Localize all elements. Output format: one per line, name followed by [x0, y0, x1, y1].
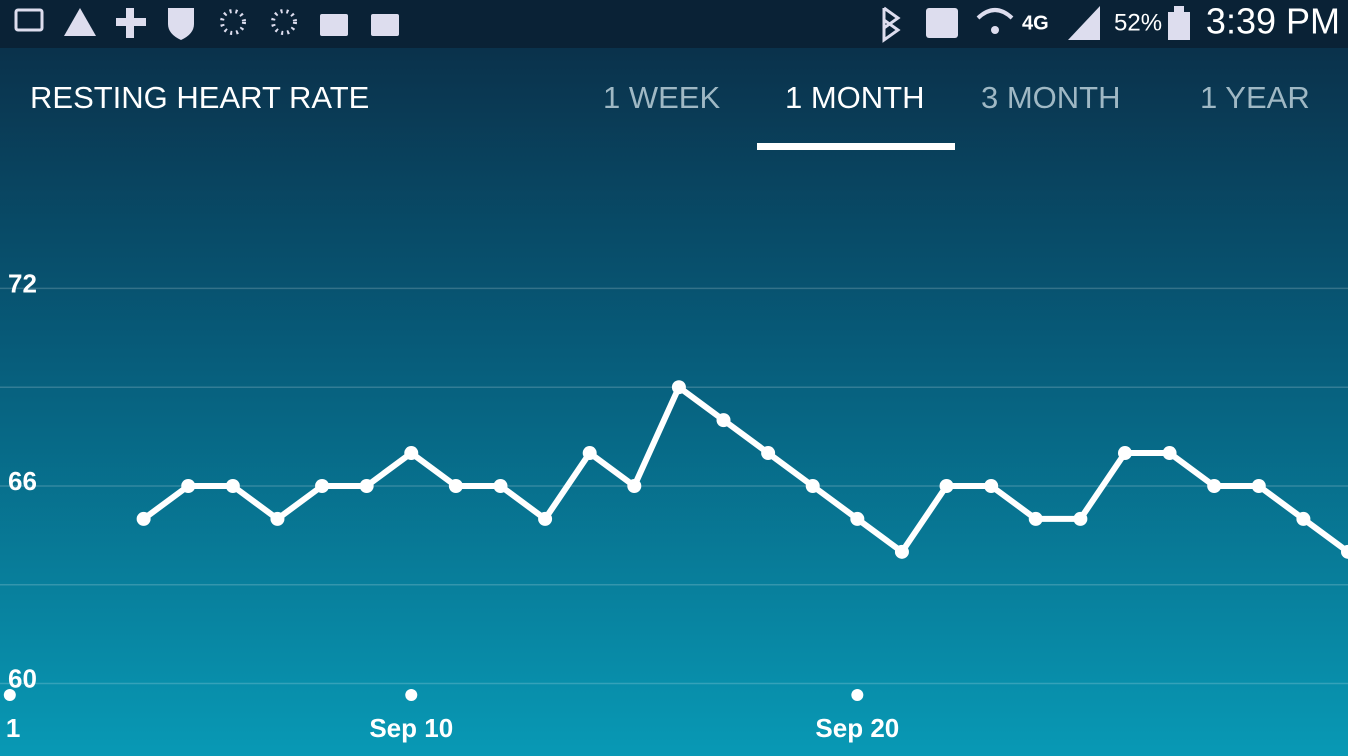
x-tick-dot: [851, 689, 864, 701]
clock: 3:39 PM: [1206, 1, 1340, 42]
data-point: [359, 478, 374, 493]
data-point: [1028, 511, 1043, 526]
data-point: [1073, 511, 1088, 526]
battery-level: 52%: [1114, 9, 1162, 36]
data-point: [582, 446, 597, 461]
system-icons: [882, 6, 1190, 43]
data-point: [270, 511, 285, 526]
selected-tab-indicator: [757, 143, 955, 150]
network-type: 4G: [1022, 12, 1049, 34]
data-point: [850, 511, 865, 526]
tab[interactable]: 3 MONTH: [981, 80, 1121, 115]
data-point: [1341, 544, 1348, 559]
data-point: [939, 478, 954, 493]
tab[interactable]: 1 MONTH: [785, 80, 925, 115]
data-point: [984, 478, 999, 493]
data-point: [136, 511, 151, 526]
x-tick-dot: [405, 689, 418, 701]
x-tick-label: 1: [6, 713, 20, 743]
x-tick-label: Sep 20: [815, 713, 899, 743]
tab[interactable]: 1 YEAR: [1200, 80, 1310, 115]
data-point: [761, 446, 776, 461]
status-bar: 4G 52% 3:39 PM: [0, 0, 1348, 48]
data-point: [894, 544, 909, 559]
x-tick-dot: [3, 689, 16, 701]
y-tick-label: 60: [8, 663, 37, 693]
data-point: [1207, 478, 1222, 493]
data-point: [448, 478, 463, 493]
data-point: [1162, 446, 1177, 461]
x-tick-label: Sep 10: [369, 713, 453, 743]
data-point: [716, 413, 731, 428]
data-point: [805, 478, 820, 493]
data-point: [493, 478, 508, 493]
data-point: [404, 446, 419, 461]
data-point: [181, 478, 196, 493]
data-point: [225, 478, 240, 493]
data-point: [1251, 478, 1266, 493]
data-point: [1296, 511, 1311, 526]
data-point: [1117, 446, 1132, 461]
notification-icons: [14, 8, 399, 40]
y-tick-label: 72: [8, 268, 37, 298]
screen-title: RESTING HEART RATE: [30, 80, 370, 115]
tab[interactable]: 1 WEEK: [603, 80, 721, 115]
data-point: [671, 380, 686, 395]
data-point: [538, 511, 553, 526]
data-point: [627, 478, 642, 493]
data-point: [315, 478, 330, 493]
heart-rate-line: [140, 384, 1348, 555]
y-tick-label: 66: [8, 466, 37, 496]
